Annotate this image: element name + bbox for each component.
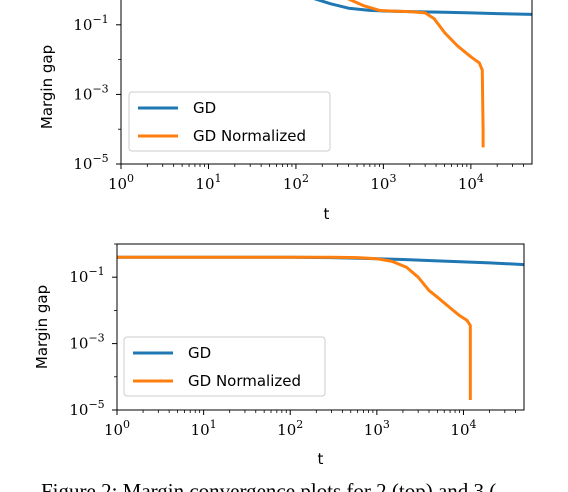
x-tick-label: 104 [458,172,484,193]
plot-frame [120,0,533,165]
series-line-gd-normalized [117,255,472,401]
y-axis-label: Margin gap [38,45,56,129]
x-axis-label: t [324,205,330,223]
x-tick-label: 100 [108,172,134,193]
x-tick-label: 102 [277,418,303,439]
x-tick-label: 102 [283,172,309,193]
y-tick-label: 10−5 [73,152,108,173]
legend: GD GD Normalized [128,91,331,152]
legend-entry: GD [193,99,216,117]
x-tick-label: 101 [195,172,221,193]
series-line-gd [313,0,532,16]
legend-box [123,336,326,397]
y-tick-label: 10−3 [73,82,108,103]
legend: GD GD Normalized [123,336,326,397]
x-axis-label: t [318,450,324,468]
chart-panel-1: 100 101 102 103 104 10−5 10−3 10−1 t Margin gap GD… [38,0,533,223]
x-tick-label: 100 [104,418,130,439]
legend-box [128,91,331,152]
figure-caption: Figure 2: Margin convergence plots for 2… [41,479,496,492]
legend-entry: GD Normalized [188,372,301,390]
legend-entry: GD [188,344,211,362]
chart-panel-2: 100 101 102 103 104 10−5 10−3 10−1 t Margin gap GD… [33,243,525,468]
series-line-gd-normalized [347,0,485,148]
y-tick-label: 10−1 [69,265,104,286]
plot-frame [116,243,525,411]
y-tick-label: 10−3 [69,332,104,353]
x-tick-label: 103 [370,172,396,193]
y-tick-label: 10−5 [69,398,104,419]
x-tick-label: 101 [191,418,217,439]
x-tick-label: 104 [450,418,476,439]
y-tick-label: 10−1 [73,13,108,34]
x-tick-label: 103 [364,418,390,439]
y-axis-label: Margin gap [33,285,51,369]
legend-entry: GD Normalized [193,127,306,145]
